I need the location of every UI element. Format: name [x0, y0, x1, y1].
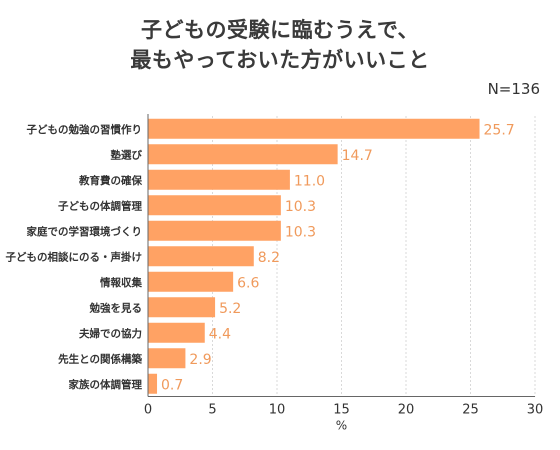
value-label-5: 8.2	[258, 250, 280, 266]
category-label-4: 家庭での学習環境づくり	[27, 225, 143, 238]
category-label-8: 夫婦での協力	[79, 327, 142, 340]
value-label-9: 2.9	[189, 352, 211, 368]
bar-10	[148, 373, 158, 394]
value-label-0: 25.7	[484, 122, 515, 138]
bar-7	[148, 297, 216, 318]
value-label-1: 14.7	[342, 148, 373, 164]
value-label-8: 4.4	[209, 326, 231, 342]
category-label-6: 情報収集	[100, 276, 142, 289]
category-label-3: 子どもの体調管理	[58, 199, 142, 212]
bar-3	[148, 195, 281, 216]
value-label-10: 0.7	[161, 377, 183, 393]
category-label-1: 塾選び	[111, 148, 143, 161]
value-label-4: 10.3	[285, 224, 316, 240]
bar-1	[148, 144, 338, 165]
bar-4	[148, 220, 281, 241]
x-tick-label-0: 0	[144, 403, 152, 418]
bar-2	[148, 169, 290, 190]
value-label-6: 6.6	[237, 275, 259, 291]
category-label-2: 教育費の確保	[78, 174, 142, 187]
category-label-9: 先生との関係構築	[58, 352, 142, 365]
value-label-7: 5.2	[219, 301, 241, 317]
x-tick-label-20: 20	[398, 403, 415, 418]
x-tick-label-25: 25	[462, 403, 479, 418]
category-label-7: 勉強を見る	[89, 301, 143, 314]
bar-8	[148, 322, 205, 343]
bar-0	[148, 118, 480, 139]
value-label-3: 10.3	[285, 199, 316, 215]
x-axis-title: %	[336, 419, 347, 433]
x-tick-label-15: 15	[333, 403, 350, 418]
chart-title-line-2: 最もやっておいた方がいいこと	[130, 48, 430, 72]
bar-6	[148, 271, 234, 292]
category-label-10: 家族の体調管理	[69, 378, 143, 391]
value-label-2: 11.0	[294, 173, 325, 189]
category-label-0: 子どもの勉強の習慣作り	[27, 123, 143, 136]
x-tick-label-5: 5	[208, 403, 216, 418]
bar-5	[148, 246, 254, 267]
chart-title-line-1: 子どもの受験に臨むうえで、	[140, 18, 420, 42]
x-tick-label-30: 30	[527, 403, 544, 418]
sample-size-label: N=136	[487, 80, 540, 98]
x-tick-label-10: 10	[269, 403, 286, 418]
bar-9	[148, 348, 186, 369]
category-label-5: 子どもの相談にのる・声掛け	[6, 250, 143, 263]
